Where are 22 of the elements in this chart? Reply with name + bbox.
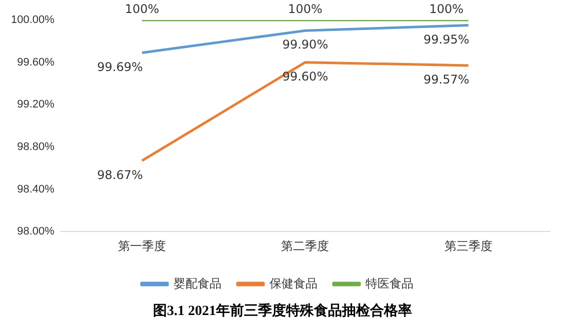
x-tick-label: 第一季度 <box>118 239 166 254</box>
data-label: 98.67% <box>97 168 143 182</box>
legend-label: 保健食品 <box>270 276 318 290</box>
y-tick-label: 98.40% <box>17 183 55 196</box>
x-tick-label: 第三季度 <box>444 239 492 254</box>
y-tick-label: 99.60% <box>17 56 55 68</box>
data-label: 99.95% <box>424 32 470 46</box>
data-label: 99.60% <box>282 69 328 84</box>
y-tick-label: 99.20% <box>17 98 55 111</box>
data-label: 99.90% <box>282 38 328 52</box>
data-label: 99.69% <box>97 60 143 74</box>
y-tick-label: 98.00% <box>17 226 55 238</box>
y-tick-label: 98.80% <box>17 140 55 153</box>
x-tick-label: 第二季度 <box>281 239 330 254</box>
legend-label: 婴配食品 <box>174 276 222 290</box>
y-tick-label: 100.00% <box>10 14 55 26</box>
legend-label: 特医食品 <box>366 276 414 290</box>
data-label: 100% <box>429 2 464 16</box>
data-label: 100% <box>124 2 160 16</box>
data-label: 99.57% <box>424 72 470 87</box>
data-label: 100% <box>288 2 322 16</box>
text: 图3.1 2021年前三季度特殊食品抽检合格率 <box>152 302 413 320</box>
